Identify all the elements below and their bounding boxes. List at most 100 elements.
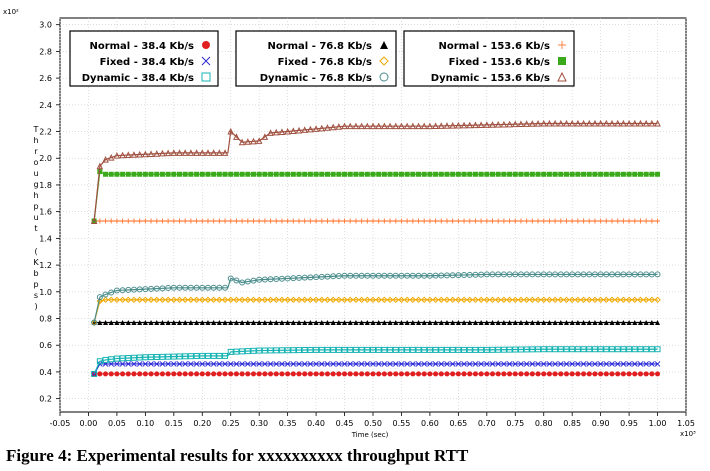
data-point [319,371,325,377]
data-point [438,296,445,304]
data-point [278,296,286,304]
y-tick-label: 2.4 [39,101,52,110]
data-point [181,149,189,156]
data-point [615,320,621,326]
data-point [529,346,536,353]
data-point [216,371,222,377]
x-tick-label: 0.70 [478,419,496,428]
data-point [201,72,211,82]
data-point [113,355,120,362]
data-point [245,320,251,326]
data-point [478,346,485,353]
data-point [404,371,410,377]
data-point [273,171,279,177]
data-point [187,149,195,156]
data-point [267,361,274,367]
data-point [239,171,245,177]
data-point [375,272,382,279]
data-point [455,371,461,377]
x-tick-label: 0.05 [108,419,126,428]
data-point [529,171,535,177]
data-point [227,361,234,367]
data-point [364,320,370,326]
data-point [432,296,439,304]
data-point [569,346,576,353]
data-point [398,371,404,377]
data-point [546,371,552,377]
data-point [244,361,251,367]
series-6 [91,218,661,224]
data-point [387,272,394,279]
series-5 [91,271,661,326]
data-point [546,361,553,367]
data-point [631,346,638,353]
data-point [285,171,291,177]
data-point [438,218,444,224]
data-point [426,272,433,279]
data-point [336,171,342,177]
data-point [352,122,360,130]
data-point [552,218,558,224]
data-point [455,346,462,353]
data-point [574,271,581,278]
data-point [569,171,575,177]
data-point [364,171,370,177]
data-point [427,371,433,377]
data-point [233,371,239,377]
data-point [364,371,370,377]
x-axis-label: Time (sec) [351,431,389,439]
x-tick-label: 0.65 [449,419,467,428]
data-point [472,271,479,278]
data-point [557,346,564,353]
data-point [409,361,416,367]
data-point [546,171,552,177]
data-point [381,296,388,304]
data-point [284,347,291,354]
data-point [620,371,626,377]
x-tick-label: 1.05 [677,419,695,428]
data-point [512,371,518,377]
data-point [103,218,109,224]
data-point [176,149,183,156]
data-point [130,296,138,304]
data-point [603,171,609,177]
data-point [222,320,228,326]
data-point [318,124,326,132]
data-point [153,285,160,292]
data-point [142,218,148,224]
data-point [541,320,547,326]
data-point [120,371,126,377]
data-point [546,271,553,278]
data-point [307,346,314,353]
data-point [136,286,143,293]
data-point [466,296,473,304]
x-tick-label: 0.25 [222,419,240,428]
data-point [137,171,143,177]
data-point [524,320,530,326]
data-point [119,361,126,367]
data-point [500,296,508,304]
data-point [278,128,286,135]
data-point [363,122,371,130]
data-point [432,122,439,130]
data-point [279,171,285,177]
data-point [273,371,279,377]
data-point [307,125,314,133]
data-point [239,320,245,326]
data-point [637,296,644,304]
data-point [244,278,251,285]
data-point [301,274,308,281]
data-point [159,149,166,157]
data-point [398,122,405,130]
data-point [631,361,638,367]
data-point [370,218,376,224]
data-point [239,348,246,355]
data-point [438,171,444,177]
data-point [202,41,210,49]
data-point [478,218,484,224]
data-point [341,272,348,279]
y-axis-label-char: t [34,224,37,233]
data-point [375,296,382,304]
data-point [495,361,502,367]
data-point [580,296,587,304]
